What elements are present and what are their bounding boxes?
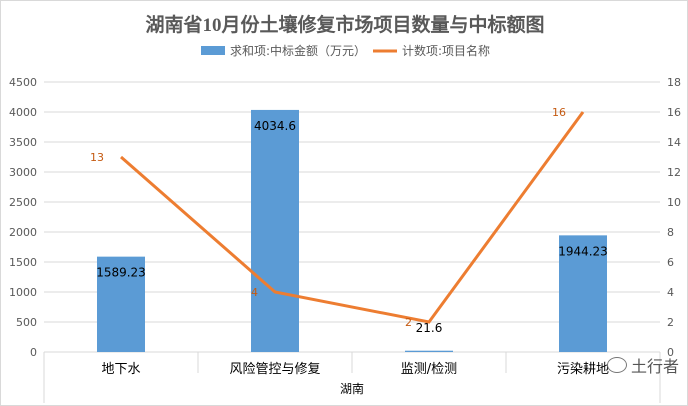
y-left-tick: 3500	[9, 136, 37, 149]
y-left-tick: 500	[16, 316, 37, 329]
y-right-tick: 16	[667, 106, 681, 119]
bar-data-label: 1944.23	[558, 244, 608, 258]
watermark: 土行者	[606, 353, 679, 377]
legend-swatch-bar	[201, 46, 225, 55]
wechat-icon	[606, 357, 627, 373]
line-data-label: 13	[90, 151, 104, 164]
y-left-tick: 1000	[9, 286, 37, 299]
bar	[251, 109, 299, 352]
x-axis-title: 湖南	[340, 381, 364, 396]
y-left-tick: 0	[30, 346, 37, 359]
line-data-label: 4	[251, 286, 258, 299]
y-left-tick: 2000	[9, 226, 37, 239]
watermark-text: 土行者	[630, 357, 679, 376]
bar	[559, 235, 607, 352]
x-tick-label: 地下水	[101, 362, 140, 377]
chart-title: 湖南省10月份土壤修复市场项目数量与中标额图	[145, 13, 544, 36]
bar-data-label: 4034.6	[254, 119, 296, 133]
x-tick-label: 监测/检测	[401, 362, 457, 377]
y-right-tick: 12	[667, 166, 681, 179]
y-left-tick: 1500	[9, 256, 37, 269]
x-tick-label: 污染耕地	[557, 361, 609, 377]
y-right-tick: 6	[667, 256, 674, 269]
y-left-tick: 2500	[9, 196, 37, 209]
y-left-tick: 4500	[9, 76, 37, 89]
y-right-tick: 8	[667, 226, 674, 239]
y-right-tick: 18	[667, 76, 681, 89]
bar	[97, 256, 145, 352]
y-right-tick: 2	[667, 316, 674, 329]
x-tick-label: 风险管控与修复	[229, 362, 320, 377]
bar	[405, 350, 453, 352]
legend-label-bar: 求和项:中标金额（万元）	[230, 43, 366, 58]
bar-data-label: 21.6	[416, 321, 443, 335]
y-right-tick: 4	[667, 286, 674, 299]
y-right-tick: 10	[667, 196, 681, 209]
legend-label-line: 计数项:项目名称	[402, 43, 490, 58]
y-left-tick: 3000	[9, 166, 37, 179]
y-right-tick: 0	[667, 346, 674, 359]
line-data-label: 2	[405, 316, 412, 329]
y-right-tick: 14	[667, 136, 681, 149]
line-data-label: 16	[552, 106, 566, 119]
bar-data-label: 1589.23	[96, 266, 146, 280]
y-left-tick: 4000	[9, 106, 37, 119]
line-series	[120, 111, 585, 324]
